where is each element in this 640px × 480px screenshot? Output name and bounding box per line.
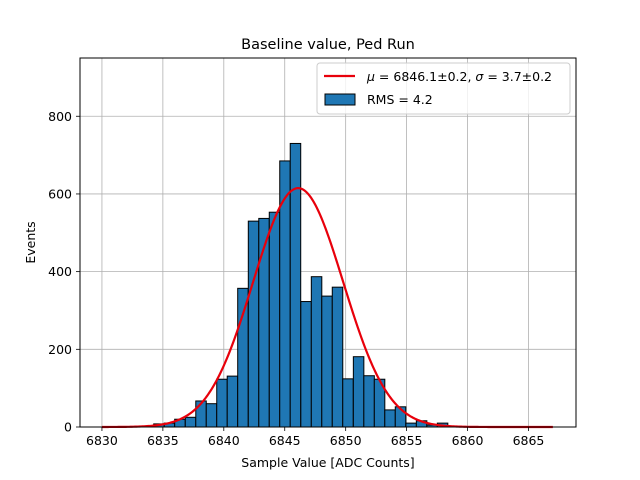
legend-mu-value: 6846.1±0.2, xyxy=(393,69,475,84)
histogram-bar xyxy=(279,160,291,428)
histogram-bar xyxy=(384,409,396,428)
x-tick-label: 6830 xyxy=(86,433,118,448)
histogram-bar xyxy=(226,375,239,428)
legend-sigma-symbol: σ xyxy=(475,69,484,84)
y-tick-label: 0 xyxy=(64,420,72,435)
plot-frame xyxy=(79,57,577,428)
y-axis-ticks: 0 200 400 600 800 xyxy=(48,109,80,435)
histogram-bar xyxy=(310,276,323,428)
legend-sigma-value: 3.7±0.2 xyxy=(502,69,552,84)
legend-box xyxy=(316,62,571,115)
histogram-bars xyxy=(153,142,470,428)
y-tick-label: 200 xyxy=(48,342,72,357)
histogram-bar xyxy=(205,403,218,428)
chart-title: Baseline value, Ped Run xyxy=(241,37,415,53)
histogram-bar xyxy=(237,287,249,428)
x-tick-label: 6865 xyxy=(513,433,545,448)
histogram-bar xyxy=(352,356,365,428)
histogram-bar xyxy=(331,286,344,428)
x-tick-label: 6835 xyxy=(147,433,179,448)
x-tick-label: 6845 xyxy=(269,433,301,448)
x-axis-ticks: 6830 6835 6840 6845 6850 6855 6860 6865 xyxy=(86,427,544,448)
legend-fit-label: μ = 6846.1±0.2, σ = 3.7±0.2 xyxy=(366,69,552,84)
legend: μ = 6846.1±0.2, σ = 3.7±0.2 RMS = 4.2 xyxy=(316,62,571,115)
legend-mu-symbol: μ xyxy=(366,69,375,84)
histogram-bar xyxy=(247,220,260,428)
histogram-bar xyxy=(342,378,354,428)
y-tick-label: 800 xyxy=(48,109,72,124)
x-tick-label: 6850 xyxy=(330,433,362,448)
x-axis-label: Sample Value [ADC Counts] xyxy=(241,455,414,470)
histogram-bar xyxy=(289,142,302,428)
histogram-bar xyxy=(268,211,281,428)
histogram-bar xyxy=(216,378,228,428)
x-tick-label: 6860 xyxy=(452,433,484,448)
y-axis-label: Events xyxy=(23,221,38,263)
x-tick-label: 6840 xyxy=(208,433,240,448)
x-tick-label: 6855 xyxy=(391,433,423,448)
legend-rms-label: RMS = 4.2 xyxy=(367,92,433,107)
histogram-bar xyxy=(363,375,375,428)
histogram-bar xyxy=(321,295,333,428)
histogram-bar xyxy=(405,422,417,428)
y-tick-label: 400 xyxy=(48,264,72,279)
legend-sigma-eq: = xyxy=(483,69,501,84)
histogram-bar xyxy=(300,301,312,428)
legend-mu-eq: = xyxy=(375,69,393,84)
histogram-bar xyxy=(184,416,197,428)
legend-bar-swatch xyxy=(324,93,356,106)
y-tick-label: 600 xyxy=(48,186,72,201)
